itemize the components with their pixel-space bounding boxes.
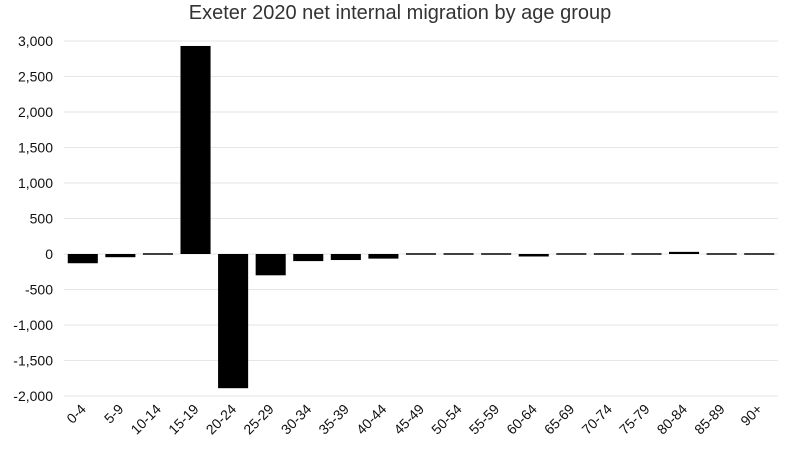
x-axis-ticks: 0-4 5-9 10-14 15-19 20-24 25-29 30-34 35-39 40-4… bbox=[63, 401, 765, 438]
y-tick-label: -500 bbox=[25, 282, 53, 298]
bar-0-4 bbox=[67, 254, 98, 264]
x-tick-label: 15-19 bbox=[165, 401, 202, 438]
bar-25-29 bbox=[255, 254, 286, 276]
y-tick-label: 0 bbox=[45, 246, 53, 262]
y-tick-label: 1,500 bbox=[18, 140, 53, 156]
y-tick-label: 500 bbox=[30, 211, 54, 227]
bar-35-39 bbox=[330, 254, 361, 261]
bar-40-44 bbox=[368, 254, 399, 259]
y-tick-label: -1,000 bbox=[13, 317, 53, 333]
y-tick-label: -2,000 bbox=[13, 388, 53, 404]
y-tick-label: 1,000 bbox=[18, 175, 53, 191]
y-tick-label: 2,500 bbox=[18, 69, 53, 85]
chart-title: Exeter 2020 net internal migration by ag… bbox=[188, 2, 612, 24]
x-tick-label: 70-74 bbox=[578, 401, 615, 438]
bar-70-74 bbox=[593, 253, 624, 255]
bar-75-79 bbox=[631, 253, 662, 255]
y-tick-label: -1,500 bbox=[13, 353, 53, 369]
x-tick-label: 65-69 bbox=[541, 401, 578, 438]
x-tick-label: 55-59 bbox=[466, 401, 503, 438]
x-tick-label: 25-29 bbox=[240, 401, 277, 438]
x-tick-label: 80-84 bbox=[654, 401, 691, 438]
bar-85-89 bbox=[706, 253, 737, 255]
x-tick-label: 40-44 bbox=[353, 401, 390, 438]
x-tick-label: 85-89 bbox=[691, 401, 728, 438]
x-tick-label: 75-79 bbox=[616, 401, 653, 438]
bar-10-14 bbox=[142, 253, 173, 255]
x-tick-label: 30-34 bbox=[278, 401, 315, 438]
x-tick-label: 5-9 bbox=[101, 401, 127, 427]
bar-5-9 bbox=[105, 254, 136, 258]
x-tick-label: 45-49 bbox=[390, 401, 427, 438]
bar-45-49 bbox=[405, 253, 437, 255]
grid-lines bbox=[64, 40, 778, 397]
y-tick-label: 2,000 bbox=[18, 104, 53, 120]
bar-90+ bbox=[744, 253, 775, 255]
bar-20-24 bbox=[218, 254, 249, 389]
bars bbox=[67, 45, 775, 389]
bar-80-84 bbox=[669, 251, 700, 254]
bar-65-69 bbox=[556, 253, 587, 255]
x-tick-label: 50-54 bbox=[428, 401, 465, 438]
bar-55-59 bbox=[481, 253, 512, 255]
bar-60-64 bbox=[518, 254, 549, 257]
x-tick-label: 90+ bbox=[737, 401, 765, 429]
x-tick-label: 20-24 bbox=[203, 401, 240, 438]
y-axis-ticks: 3,000 2,500 2,000 1,500 1,000 500 0 -500 -1,000 -… bbox=[13, 33, 53, 404]
x-tick-label: 60-64 bbox=[503, 401, 540, 438]
bar-15-19 bbox=[180, 45, 211, 254]
x-tick-label: 10-14 bbox=[127, 401, 164, 438]
x-tick-label: 35-39 bbox=[315, 401, 352, 438]
x-tick-label: 0-4 bbox=[63, 401, 89, 427]
bar-50-54 bbox=[443, 253, 474, 255]
y-tick-label: 3,000 bbox=[18, 33, 53, 49]
bar-30-34 bbox=[293, 254, 324, 262]
